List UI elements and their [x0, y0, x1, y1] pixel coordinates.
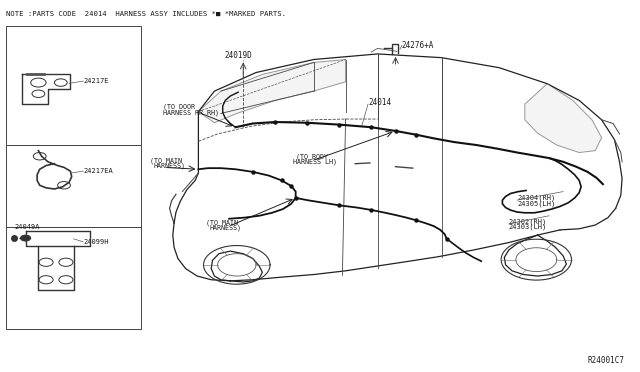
Text: 24019D: 24019D	[224, 51, 252, 60]
Text: 24303(LH): 24303(LH)	[509, 224, 547, 230]
Text: (TO MAIN: (TO MAIN	[206, 219, 238, 226]
Text: 24049A: 24049A	[14, 224, 40, 230]
Bar	[6, 26, 141, 145]
Polygon shape	[525, 84, 602, 153]
Text: NOTE :PARTS CODE  24014  HARNESS ASSY INCLUDES *■ *MARKED PARTS.: NOTE :PARTS CODE 24014 HARNESS ASSY INCL…	[6, 11, 287, 17]
Circle shape	[20, 235, 31, 241]
Text: 24276+A: 24276+A	[402, 41, 435, 50]
Bar	[6, 145, 141, 227]
Text: HARNESS LH): HARNESS LH)	[293, 159, 337, 166]
Text: 24217EA: 24217EA	[83, 168, 113, 174]
Text: 24304(RH): 24304(RH)	[517, 195, 556, 201]
Bar	[6, 227, 141, 329]
Text: HARNESS RR RH): HARNESS RR RH)	[163, 109, 219, 116]
Text: 24305(LH): 24305(LH)	[517, 201, 556, 207]
Text: (TO MAIN: (TO MAIN	[150, 157, 182, 164]
Text: HARNESS): HARNESS)	[154, 163, 186, 169]
Polygon shape	[198, 60, 346, 123]
Text: 24302(RH): 24302(RH)	[509, 218, 547, 225]
Text: R24001C7: R24001C7	[587, 356, 624, 365]
Text: 24217E: 24217E	[83, 78, 109, 84]
Text: 24014: 24014	[368, 98, 391, 107]
Text: 24099H: 24099H	[83, 239, 109, 245]
Text: (TO DOOR: (TO DOOR	[163, 104, 195, 110]
Text: (TO BODY: (TO BODY	[296, 154, 328, 160]
Text: HARNESS): HARNESS)	[210, 224, 242, 231]
